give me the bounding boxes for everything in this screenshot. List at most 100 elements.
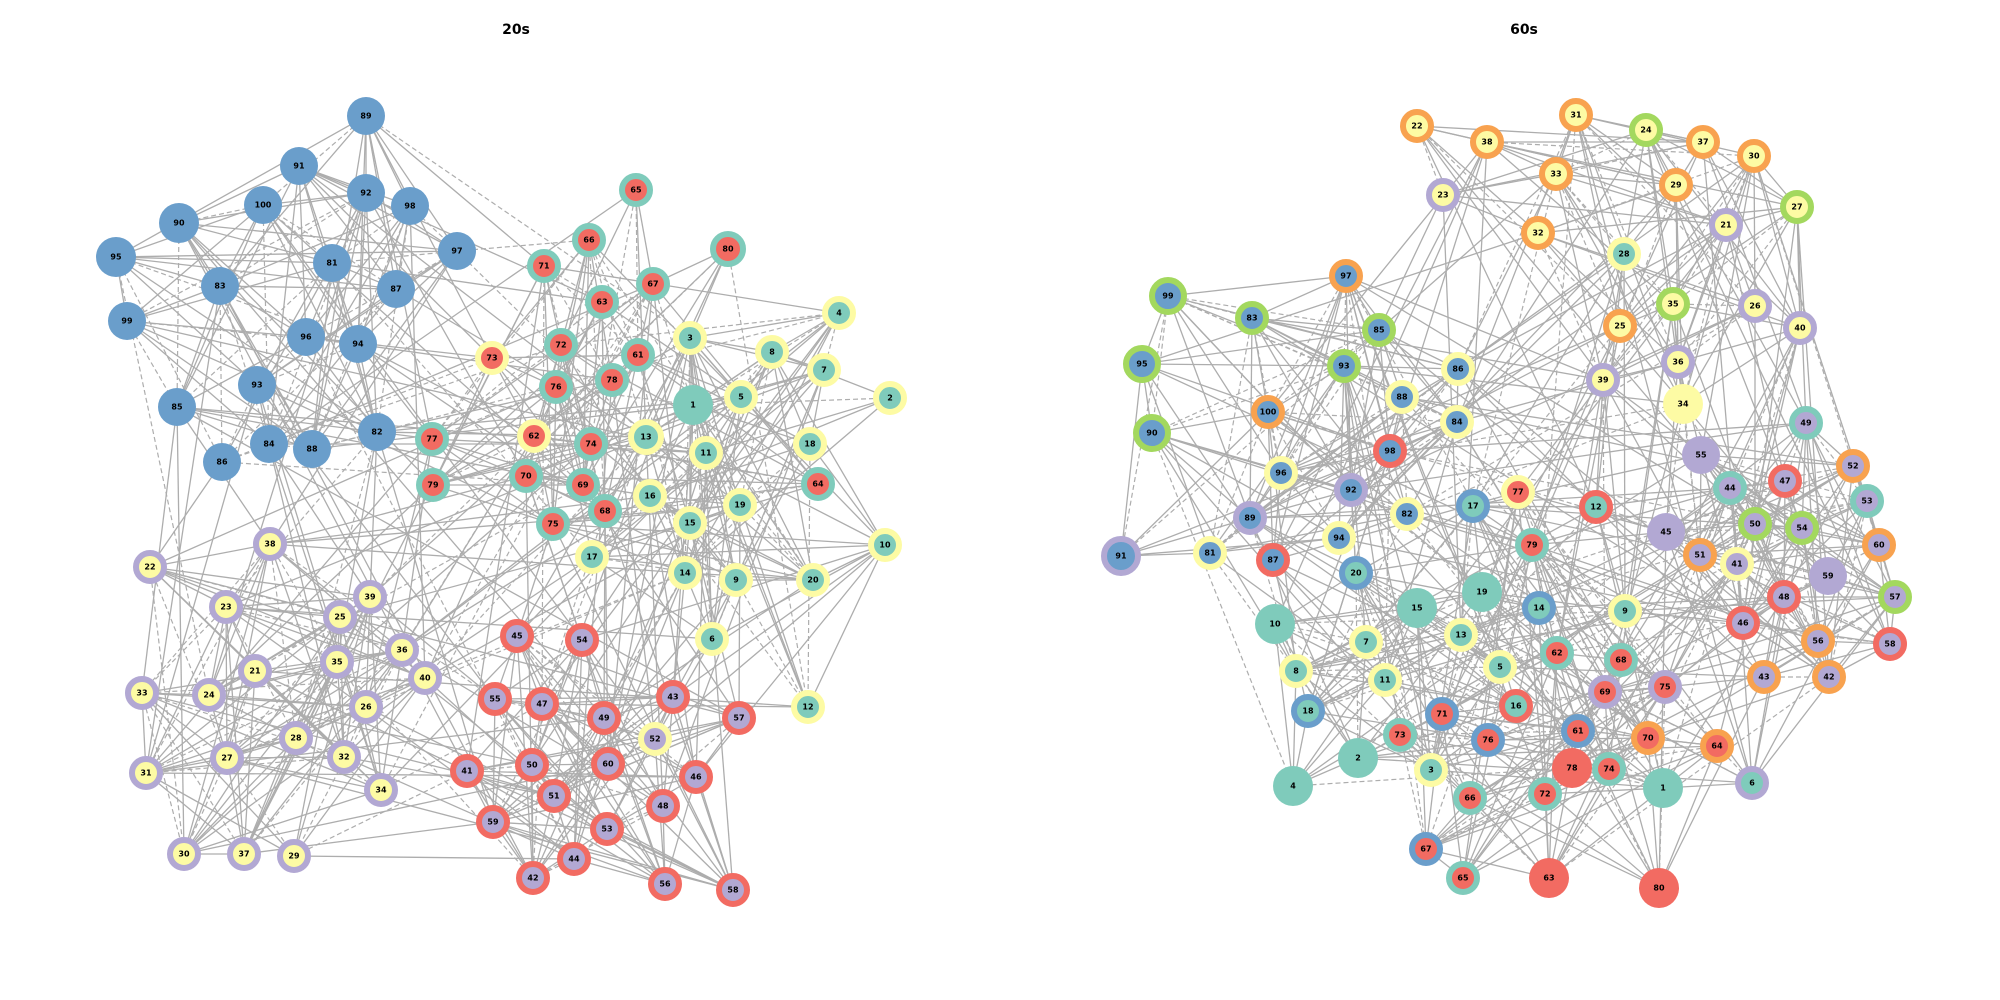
node-circle bbox=[796, 563, 830, 597]
edge bbox=[149, 386, 557, 568]
edge bbox=[269, 543, 403, 651]
edge bbox=[1442, 194, 1727, 226]
edge bbox=[1645, 129, 1798, 208]
node-label: 59 bbox=[1822, 572, 1834, 581]
node-66: 66 bbox=[1453, 781, 1487, 815]
edge bbox=[591, 544, 886, 558]
edge bbox=[1416, 607, 1427, 850]
edge bbox=[604, 248, 729, 512]
node-circle bbox=[320, 645, 354, 679]
node-circle bbox=[1291, 694, 1325, 728]
panel-title-60s: 60s bbox=[1510, 22, 1538, 38]
node-40: 40 bbox=[408, 661, 442, 695]
edge bbox=[1251, 317, 1282, 474]
edge bbox=[226, 443, 592, 759]
edge bbox=[268, 165, 300, 445]
edge bbox=[145, 616, 341, 774]
edge bbox=[1486, 141, 1727, 226]
edge bbox=[1595, 506, 1626, 612]
node-99: 99 bbox=[1149, 277, 1187, 315]
edge bbox=[1389, 422, 1807, 452]
node-label: 31 bbox=[140, 769, 152, 778]
edge bbox=[695, 544, 886, 778]
node-circle bbox=[1809, 557, 1847, 595]
edge bbox=[1602, 303, 1674, 381]
edge bbox=[695, 452, 707, 778]
edge bbox=[1120, 363, 1143, 557]
node-circle bbox=[1123, 345, 1161, 383]
node-circle bbox=[668, 556, 702, 590]
node-label: 16 bbox=[644, 492, 656, 501]
edge bbox=[1209, 552, 1386, 681]
edge bbox=[1442, 141, 1704, 196]
node-circle bbox=[339, 325, 377, 363]
node-50: 50 bbox=[515, 748, 549, 782]
node-21: 21 bbox=[1709, 208, 1743, 242]
edge bbox=[176, 406, 185, 855]
node-label: 33 bbox=[1550, 170, 1561, 179]
edge bbox=[311, 343, 359, 450]
node-circle bbox=[1273, 766, 1313, 806]
node-label: 91 bbox=[293, 162, 305, 171]
node-label: 75 bbox=[1659, 683, 1671, 692]
node-label: 7 bbox=[1363, 638, 1369, 647]
node-circle bbox=[238, 366, 276, 404]
node-label: 70 bbox=[1642, 734, 1654, 743]
node-83: 83 bbox=[201, 267, 239, 305]
node-circle bbox=[516, 861, 550, 895]
node-86: 86 bbox=[203, 443, 241, 481]
edge bbox=[1357, 730, 1579, 759]
node-46: 46 bbox=[679, 760, 713, 794]
node-label: 31 bbox=[1570, 111, 1582, 120]
edge bbox=[1619, 206, 1798, 327]
node-label: 14 bbox=[1533, 604, 1545, 613]
node-circle bbox=[1501, 475, 1535, 509]
node-label: 5 bbox=[738, 393, 744, 402]
edge bbox=[1796, 206, 1830, 678]
node-circle bbox=[1385, 380, 1419, 414]
edge bbox=[525, 475, 666, 885]
node-2: 2 bbox=[1338, 738, 1378, 778]
node-16: 16 bbox=[1499, 689, 1533, 723]
node-circle bbox=[723, 488, 757, 522]
node-label: 77 bbox=[1512, 488, 1523, 497]
node-30: 30 bbox=[167, 837, 201, 871]
edge bbox=[221, 262, 333, 463]
node-20: 20 bbox=[796, 563, 830, 597]
node-circle bbox=[1349, 625, 1383, 659]
node-96: 96 bbox=[1264, 456, 1298, 490]
edge bbox=[401, 312, 840, 651]
edge bbox=[424, 436, 647, 679]
node-label: 87 bbox=[390, 285, 401, 294]
edge bbox=[305, 336, 378, 433]
node-48: 48 bbox=[646, 789, 680, 823]
node-circle bbox=[279, 721, 313, 755]
edge bbox=[1736, 563, 1891, 645]
node-circle bbox=[287, 318, 325, 356]
node-circle bbox=[719, 563, 753, 597]
node-25: 25 bbox=[1603, 309, 1637, 343]
edge bbox=[1389, 450, 1756, 525]
node-circle bbox=[227, 837, 261, 871]
edge bbox=[178, 165, 300, 224]
node-circle bbox=[1801, 624, 1835, 658]
node-circle bbox=[1780, 190, 1814, 224]
edge bbox=[126, 320, 307, 338]
edge bbox=[225, 606, 403, 651]
node-label: 63 bbox=[1543, 874, 1554, 883]
node-label: 70 bbox=[520, 472, 532, 481]
node-80: 80 bbox=[1639, 868, 1679, 908]
edge bbox=[1378, 173, 1557, 331]
node-label: 76 bbox=[1482, 736, 1494, 745]
node-label: 72 bbox=[555, 341, 566, 350]
edge bbox=[543, 265, 613, 381]
node-label: 59 bbox=[487, 818, 499, 827]
node-label: 62 bbox=[528, 432, 539, 441]
node-65: 65 bbox=[1446, 861, 1480, 895]
node-label: 22 bbox=[1411, 122, 1422, 131]
node-95: 95 bbox=[1123, 345, 1161, 383]
edge bbox=[268, 205, 411, 445]
edge bbox=[1677, 327, 1801, 363]
node-circle bbox=[873, 381, 907, 415]
node-label: 62 bbox=[1551, 649, 1562, 658]
